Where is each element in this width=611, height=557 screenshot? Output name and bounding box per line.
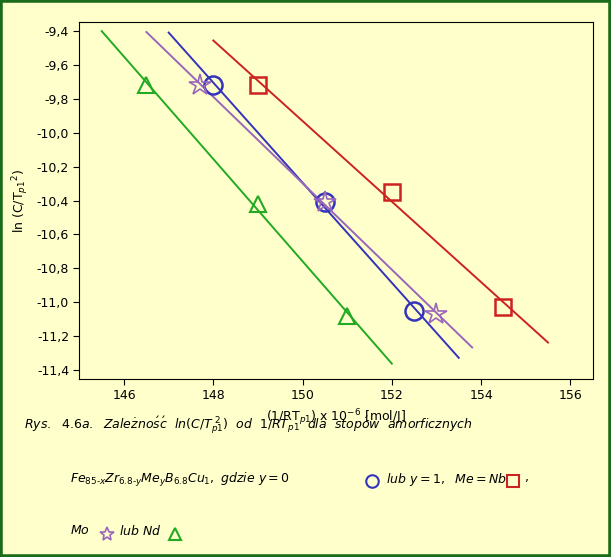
Text: $\bf{\it{,}}$: $\bf{\it{,}}$ [524, 471, 529, 483]
Text: $\bf{\it{lub\ Nd\ }}$: $\bf{\it{lub\ Nd\ }}$ [119, 524, 162, 538]
Text: $\bf{\it{Mo}}$: $\bf{\it{Mo}}$ [70, 524, 90, 536]
Text: $\bf{\it{\ lub\ y=1,\ \ Me=Nb\ }}$: $\bf{\it{\ lub\ y=1,\ \ Me=Nb\ }}$ [382, 471, 508, 488]
X-axis label: (1/RT$_{p1}$) x 10$^{-6}$ [mol/J]: (1/RT$_{p1}$) x 10$^{-6}$ [mol/J] [266, 408, 406, 428]
Y-axis label: ln (C/T$_{p1}$$^{2}$): ln (C/T$_{p1}$$^{2}$) [10, 168, 31, 233]
Text: $\bf{\it{Fe_{85\text{-}x}Zr_{6.8\text{-}y}Me_yB_{6.8}Cu_1,\ gdzie\ y=0\ }}$: $\bf{\it{Fe_{85\text{-}x}Zr_{6.8\text{-}… [70, 471, 290, 488]
Text: $\bf{\it{Rys.\ \ 4.6a.\ \ Zale\dot{z}no\acute{s}\acute{c}\ \ ln(C/T_{p1}^{\ 2})\: $\bf{\it{Rys.\ \ 4.6a.\ \ Zale\dot{z}no\… [24, 415, 473, 437]
